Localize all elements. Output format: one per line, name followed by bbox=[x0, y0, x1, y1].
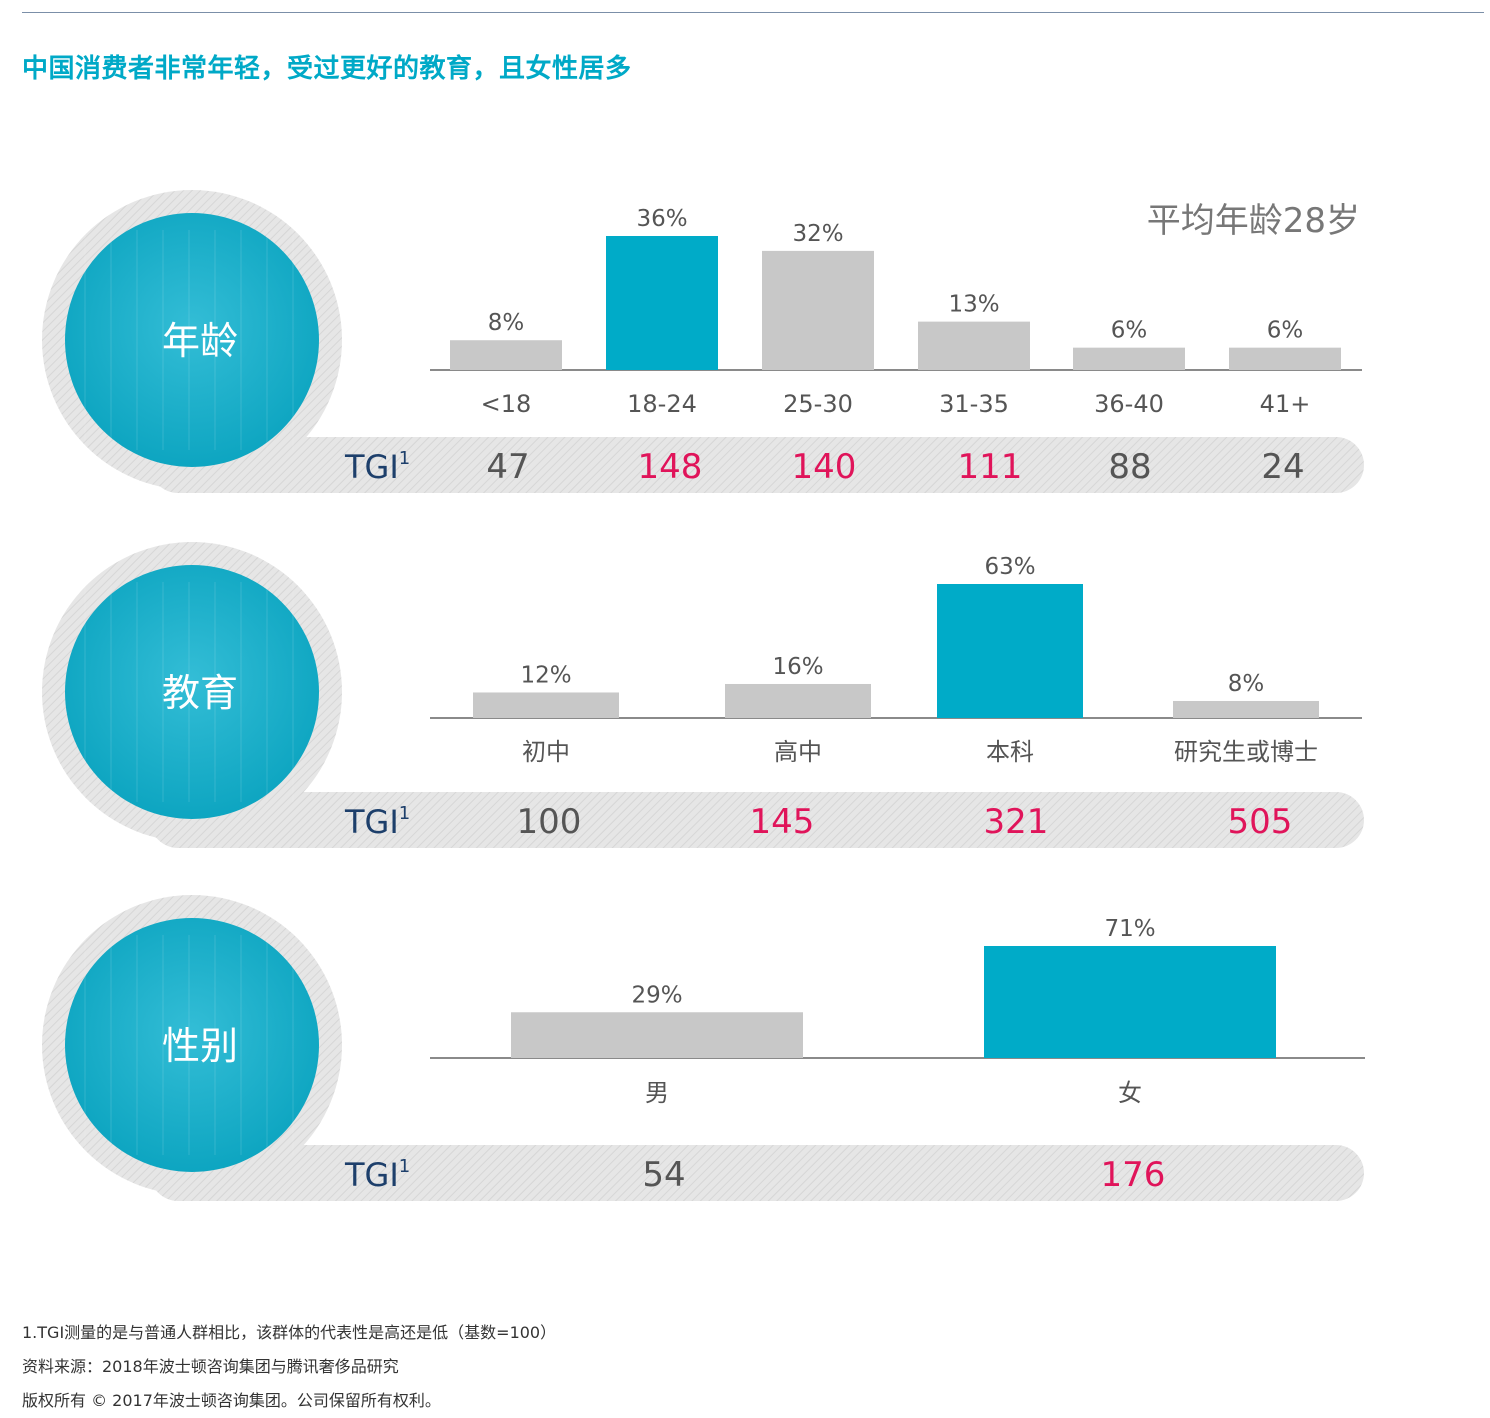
tgi-value: 148 bbox=[638, 447, 703, 487]
bar-初中 bbox=[473, 692, 619, 718]
average-age-annotation: 平均年龄28岁 bbox=[1147, 201, 1360, 241]
bar-25-30 bbox=[762, 250, 874, 370]
category-label: <18 bbox=[481, 390, 532, 418]
bar-女 bbox=[984, 946, 1276, 1058]
footnotes: 1.TGI测量的是与普通人群相比，该群体的代表性是高还是低（基数=100） 资料… bbox=[22, 1316, 556, 1418]
tgi-value: 54 bbox=[642, 1155, 685, 1195]
section-circle bbox=[65, 565, 319, 819]
category-label: 本科 bbox=[986, 738, 1034, 766]
tgi-value: 176 bbox=[1101, 1155, 1166, 1195]
category-label: 研究生或博士 bbox=[1174, 738, 1318, 766]
tgi-band bbox=[150, 437, 1364, 493]
tgi-value: 88 bbox=[1108, 447, 1151, 487]
section-label: 教育 bbox=[162, 671, 238, 715]
bar-31-35 bbox=[918, 321, 1030, 370]
category-label: 女 bbox=[1118, 1079, 1142, 1107]
demographics-chart: 年龄 8% <18 47 36% 18-24 148 32% 25-30 140 13% 31-35 1… bbox=[42, 190, 1365, 1201]
page-title: 中国消费者非常年轻，受过更好的教育，且女性居多 bbox=[22, 54, 632, 84]
tgi-label: TGI1 bbox=[344, 1156, 410, 1194]
bar-本科 bbox=[937, 584, 1083, 718]
section-label: 性别 bbox=[162, 1024, 238, 1068]
bar-18-24 bbox=[606, 236, 718, 370]
data-label: 36% bbox=[636, 206, 687, 232]
tgi-value: 47 bbox=[486, 447, 529, 487]
tgi-value: 100 bbox=[517, 802, 582, 842]
tgi-value: 145 bbox=[750, 802, 815, 842]
tgi-label: TGI1 bbox=[344, 448, 410, 486]
data-label: 29% bbox=[631, 982, 682, 1008]
data-label: 16% bbox=[772, 654, 823, 680]
bar-41+ bbox=[1229, 347, 1341, 370]
footnote-tgi: 1.TGI测量的是与普通人群相比，该群体的代表性是高还是低（基数=100） bbox=[22, 1323, 557, 1342]
data-label: 6% bbox=[1111, 318, 1148, 344]
tgi-band bbox=[150, 1145, 1364, 1201]
chart-section-1: 年龄 8% <18 47 36% 18-24 148 32% 25-30 140 13% 31-35 1… bbox=[42, 190, 1364, 493]
category-label: 25-30 bbox=[783, 390, 853, 418]
category-label: 31-35 bbox=[939, 390, 1009, 418]
data-label: 13% bbox=[948, 292, 999, 318]
tgi-superscript: 1 bbox=[399, 1156, 410, 1177]
data-label: 32% bbox=[792, 221, 843, 247]
tgi-value: 140 bbox=[792, 447, 857, 487]
tgi-superscript: 1 bbox=[399, 803, 410, 824]
data-label: 8% bbox=[488, 310, 525, 336]
chart-section-3: 性别 29% 男 54 71% 女 176 TGI1 bbox=[42, 895, 1365, 1201]
bar-研究生或博士 bbox=[1173, 700, 1319, 718]
tgi-superscript: 1 bbox=[399, 448, 410, 469]
data-label: 12% bbox=[520, 662, 571, 688]
tgi-label-text: TGI bbox=[344, 448, 399, 486]
bar-<18 bbox=[450, 340, 562, 370]
category-label: 男 bbox=[645, 1079, 669, 1107]
bar-男 bbox=[511, 1012, 803, 1058]
data-label: 6% bbox=[1267, 318, 1304, 344]
tgi-label-text: TGI bbox=[344, 1156, 399, 1194]
section-circle bbox=[65, 213, 319, 467]
tgi-label-text: TGI bbox=[344, 803, 399, 841]
bar-高中 bbox=[725, 683, 871, 718]
tgi-value: 24 bbox=[1261, 447, 1304, 487]
section-circle bbox=[65, 918, 319, 1172]
category-label: 41+ bbox=[1260, 390, 1311, 418]
tgi-band bbox=[150, 792, 1364, 848]
bar-36-40 bbox=[1073, 347, 1185, 370]
footnote-copyright: 版权所有 © 2017年波士顿咨询集团。公司保留所有权利。 bbox=[22, 1391, 441, 1410]
tgi-value: 111 bbox=[958, 447, 1023, 487]
top-divider bbox=[22, 12, 1484, 13]
category-label: 18-24 bbox=[627, 390, 697, 418]
data-label: 63% bbox=[984, 554, 1035, 580]
tgi-value: 505 bbox=[1228, 802, 1293, 842]
footnote-source: 资料来源：2018年波士顿咨询集团与腾讯奢侈品研究 bbox=[22, 1357, 399, 1376]
tgi-label: TGI1 bbox=[344, 803, 410, 841]
category-label: 高中 bbox=[774, 738, 822, 766]
section-label: 年龄 bbox=[162, 319, 238, 363]
data-label: 71% bbox=[1104, 916, 1155, 942]
data-label: 8% bbox=[1228, 671, 1265, 697]
category-label: 36-40 bbox=[1094, 390, 1164, 418]
category-label: 初中 bbox=[522, 738, 570, 766]
tgi-value: 321 bbox=[984, 802, 1049, 842]
chart-section-2: 教育 12% 初中 100 16% 高中 145 63% 本科 321 8% 研究生或博士 505 TGI… bbox=[42, 542, 1364, 848]
